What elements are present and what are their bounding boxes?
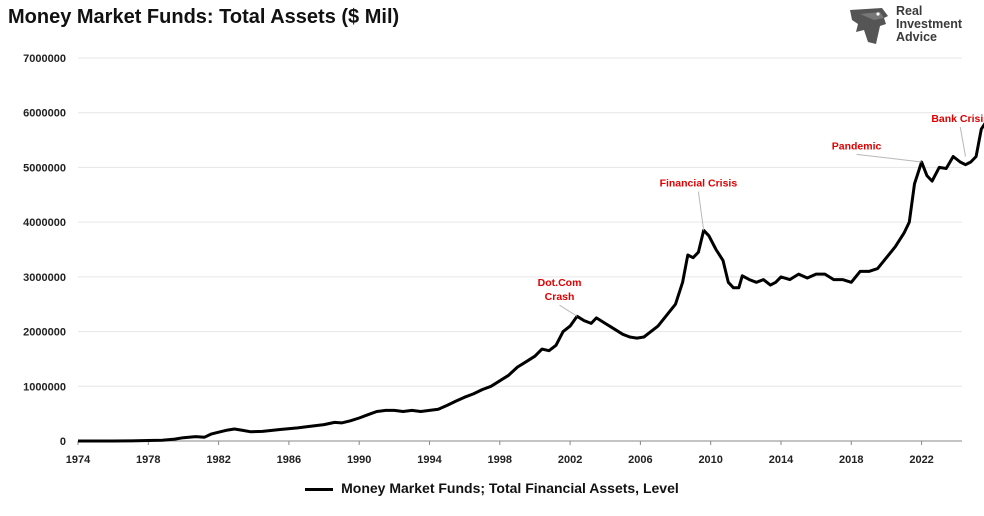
legend-swatch [305,487,334,491]
x-tick-label: 1994 [417,454,442,466]
chart-legend: Money Market Funds; Total Financial Asse… [0,480,984,496]
y-tick-label: 3000000 [23,272,66,284]
real-investment-advice-logo: Real Investment Advice [846,4,976,50]
x-tick-label: 2002 [558,454,582,466]
y-tick-label: 5000000 [23,162,66,174]
x-tick-label: 1982 [206,454,230,466]
logo-line-2: Investment [896,17,962,31]
x-tick-label: 1990 [347,454,371,466]
y-tick-label: 2000000 [23,327,66,339]
annotation-label: Financial Crisis [660,178,738,190]
y-tick-label: 6000000 [23,108,66,120]
chart-title: Money Market Funds: Total Assets ($ Mil) [8,6,400,28]
annotation-label: Crash [545,291,575,303]
legend-label: Money Market Funds; Total Financial Asse… [341,480,679,496]
eagle-icon [850,8,888,44]
x-tick-label: 2014 [769,454,794,466]
x-tick-label: 2018 [839,454,863,466]
x-tick-label: 1974 [66,454,91,466]
x-tick-label: 2006 [628,454,652,466]
y-tick-label: 1000000 [23,381,66,393]
annotation-label: Dot.Com [538,277,582,289]
annotation-leader [697,191,705,231]
y-tick-label: 4000000 [23,217,66,229]
series-line [78,122,984,443]
x-tick-label: 1998 [488,454,512,466]
annotation-label: Bank Crisis [931,113,984,125]
y-tick-label: 0 [60,436,66,448]
logo-text: Real Investment Advice [896,5,976,44]
annotation-leader [959,126,967,157]
x-tick-label: 1978 [136,454,160,466]
annotation-leader [559,304,578,317]
x-tick-label: 2022 [909,454,933,466]
line-chart: 7000000 6000000 5000000 4000000 3000000 20000… [23,53,984,466]
annotation-label: Pandemic [832,140,882,152]
x-tick-label: 2010 [698,454,722,466]
logo-line-1: Real [896,4,923,18]
logo-line-3: Advice [896,30,937,44]
x-tick-label: 1986 [277,454,301,466]
y-tick-label: 7000000 [23,53,66,65]
annotation-leader [856,153,922,163]
